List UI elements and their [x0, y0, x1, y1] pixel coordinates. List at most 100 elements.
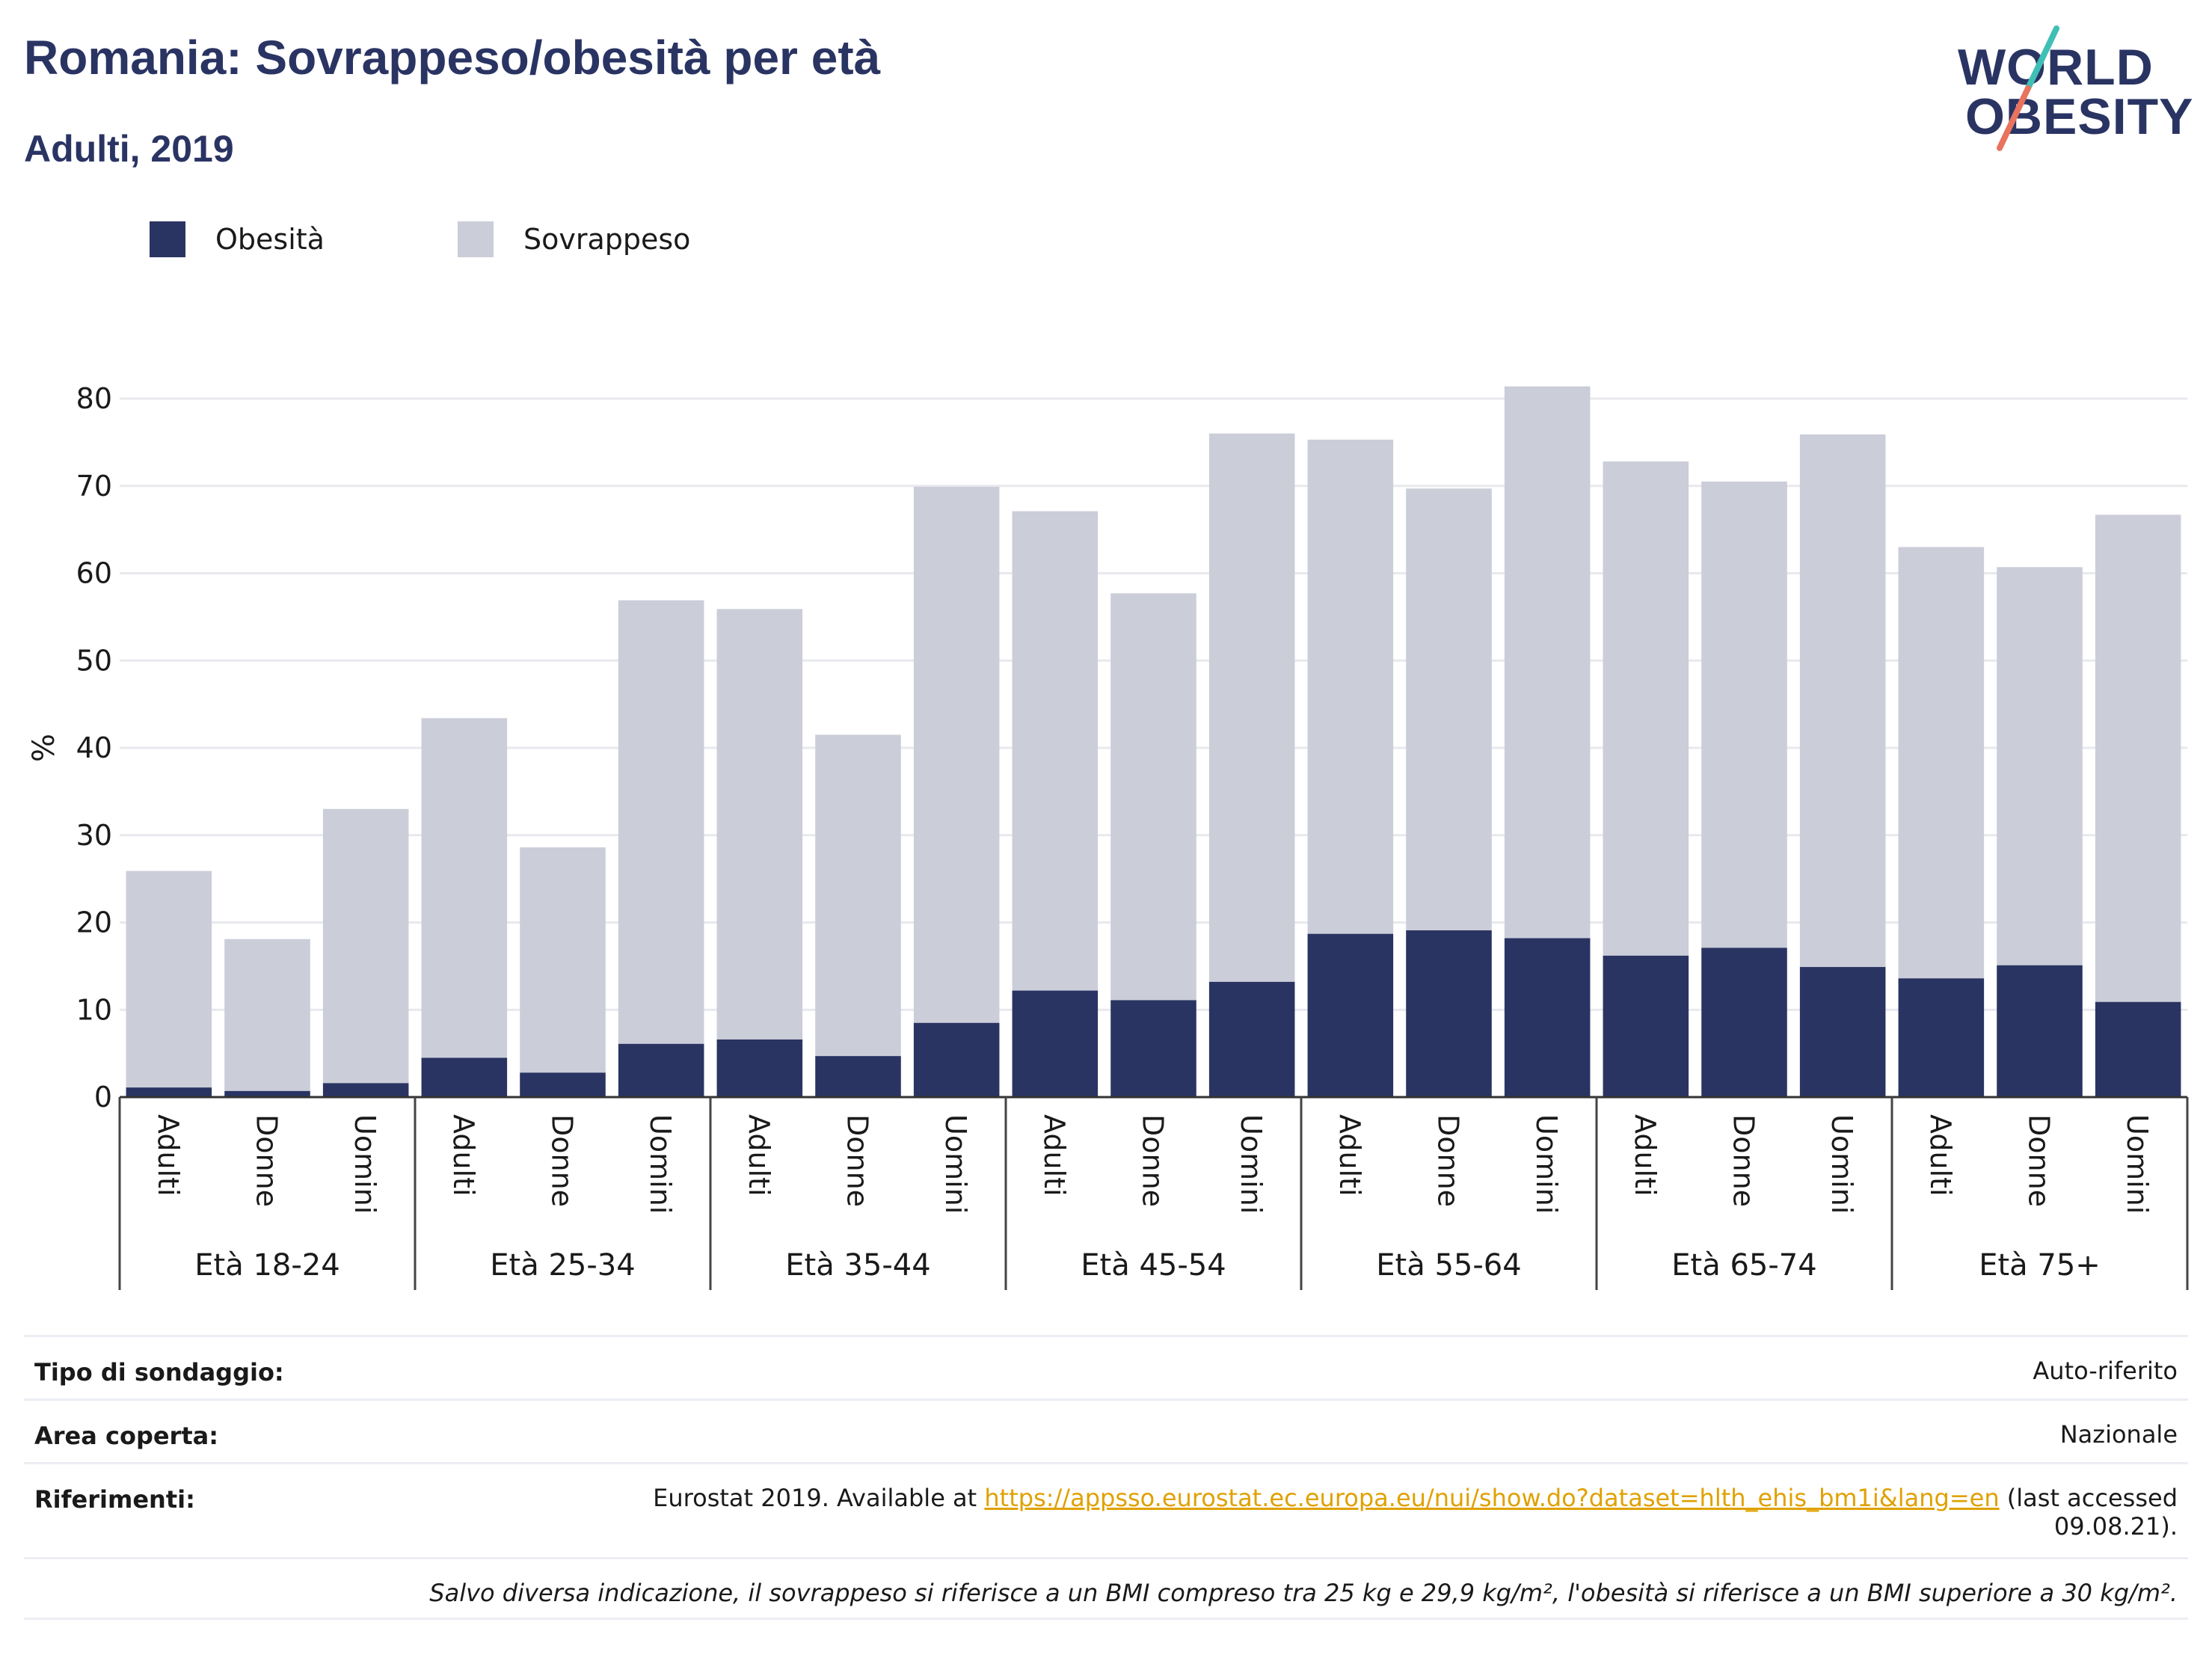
bar-overweight [1307, 439, 1394, 934]
legend-label-overweight: Sovrappeso [523, 223, 691, 256]
bar-overweight [1208, 433, 1295, 982]
x-category-label: Uomini [1825, 1114, 1858, 1214]
bar-overweight [126, 871, 212, 1088]
info-row-area: Area coperta: Nazionale [24, 1398, 2188, 1462]
bar-overweight [2095, 515, 2181, 1002]
references-date: 09.08.21). [2053, 1512, 2178, 1541]
survey-type-label: Tipo di sondaggio: [34, 1358, 284, 1387]
bar-overweight [1701, 481, 1787, 948]
bar-obesity [1406, 930, 1492, 1097]
x-category-label: Donne [546, 1114, 579, 1207]
bar-obesity [1307, 933, 1394, 1097]
y-tick-label: 70 [76, 470, 112, 503]
x-category-label: Donne [1432, 1114, 1465, 1207]
bar-obesity [520, 1072, 606, 1097]
bar-obesity [1603, 955, 1689, 1097]
world-obesity-logo: WORLD OBESITY [1944, 22, 2199, 157]
references-prefix: Eurostat 2019. Available at [653, 1484, 985, 1512]
x-category-label: Uomini [1530, 1114, 1563, 1214]
y-tick-label: 80 [76, 382, 112, 415]
bar-obesity [1012, 990, 1099, 1097]
bar-overweight [1997, 567, 2083, 965]
x-group-label: Età 75+ [1979, 1248, 2101, 1283]
bar-overweight [618, 600, 704, 1044]
bar-obesity [224, 1090, 310, 1097]
stacked-bar-chart: 0 10 20 30 40 50 60 70 80% Adulti Donne Uomini Adult… [27, 382, 2189, 1290]
x-group-label: Età 55-64 [1376, 1248, 1521, 1283]
bar-overweight [1603, 461, 1689, 956]
bar-obesity [421, 1057, 508, 1097]
logo-slash-icon [1997, 25, 2059, 151]
info-row-references: Riferimenti: Eurostat 2019. Available at… [24, 1462, 2188, 1557]
bar-overweight [716, 609, 803, 1040]
bar-obesity [1799, 967, 1886, 1097]
area-covered-label: Area coperta: [34, 1422, 219, 1450]
x-category-label: Donne [251, 1114, 283, 1207]
x-category-label: Uomini [644, 1114, 677, 1214]
x-category-label: Adulti [1924, 1114, 1957, 1197]
legend-swatch-obesity [150, 221, 185, 257]
bar-obesity [618, 1043, 704, 1097]
x-category-label: Adulti [1038, 1114, 1071, 1197]
area-covered-value: Nazionale [2059, 1420, 2178, 1449]
x-category-label: Adulti [447, 1114, 480, 1197]
info-table: Tipo di sondaggio: Auto-riferito Area co… [24, 1335, 2188, 1620]
x-group-label: Età 65-74 [1671, 1248, 1816, 1283]
info-row-survey: Tipo di sondaggio: Auto-riferito [24, 1335, 2188, 1398]
x-category-label: Uomini [2121, 1114, 2154, 1214]
x-category-label: Donne [2023, 1114, 2056, 1207]
references-link[interactable]: https://appsso.eurostat.ec.europa.eu/nui… [984, 1484, 2000, 1512]
x-category-label: Uomini [1235, 1114, 1268, 1214]
legend-label-obesity: Obesità [215, 223, 325, 256]
x-group-label: Età 18-24 [194, 1248, 340, 1283]
definition-note: Salvo diversa indicazione, il sovrappeso… [429, 1579, 2178, 1607]
bar-overweight [913, 486, 1000, 1023]
logo-text-line2: OBESITY [1965, 88, 2194, 145]
bar-overweight [1799, 434, 1886, 968]
legend-swatch-overweight [458, 221, 494, 257]
bar-obesity [2095, 1001, 2181, 1097]
chart-title: Romania: Sovrappeso/obesità per età [24, 31, 881, 85]
y-tick-label: 50 [76, 644, 112, 677]
legend-item-overweight: Sovrappeso [458, 221, 690, 257]
x-category-label: Adulti [743, 1114, 775, 1197]
bar-overweight [421, 718, 508, 1058]
bar-obesity [126, 1087, 212, 1097]
bar-overweight [1504, 386, 1591, 939]
bar-overweight [1406, 488, 1492, 931]
bar-overweight [322, 808, 409, 1084]
x-category-label: Donne [1727, 1114, 1760, 1207]
bar-obesity [1504, 938, 1591, 1097]
x-category-label: Donne [841, 1114, 874, 1207]
y-tick-label: 10 [76, 993, 112, 1026]
x-category-label: Adulti [152, 1114, 185, 1197]
survey-type-value: Auto-riferito [2033, 1357, 2178, 1385]
bar-obesity [815, 1056, 901, 1097]
bar-overweight [520, 847, 606, 1073]
bar-obesity [1997, 965, 2083, 1097]
y-tick-label: 30 [76, 819, 112, 852]
logo-text-line1: WORLD [1958, 39, 2154, 96]
bar-overweight [224, 939, 310, 1091]
bar-obesity [913, 1022, 1000, 1097]
references-label: Riferimenti: [34, 1485, 195, 1514]
bar-obesity [1208, 981, 1295, 1097]
x-group-label: Età 45-54 [1081, 1248, 1226, 1283]
info-row-note: Salvo diversa indicazione, il sovrappeso… [24, 1557, 2188, 1620]
x-group-label: Età 35-44 [785, 1248, 930, 1283]
bar-overweight [1110, 593, 1196, 1001]
bar-overweight [815, 734, 901, 1057]
y-tick-label: 20 [76, 906, 112, 939]
bar-obesity [716, 1039, 803, 1097]
bar-overweight [1898, 547, 1985, 979]
bar-obesity [1898, 978, 1985, 1097]
x-category-label: Donne [1137, 1114, 1170, 1207]
x-category-label: Adulti [1629, 1114, 1662, 1197]
references-value: Eurostat 2019. Available at https://apps… [34, 1484, 2178, 1541]
bar-obesity [1110, 1000, 1196, 1097]
y-tick-label: 60 [76, 557, 112, 590]
x-category-label: Adulti [1333, 1114, 1366, 1197]
bar-obesity [322, 1083, 409, 1097]
bar-overweight [1012, 511, 1099, 991]
references-suffix: (last accessed [1999, 1484, 2178, 1512]
